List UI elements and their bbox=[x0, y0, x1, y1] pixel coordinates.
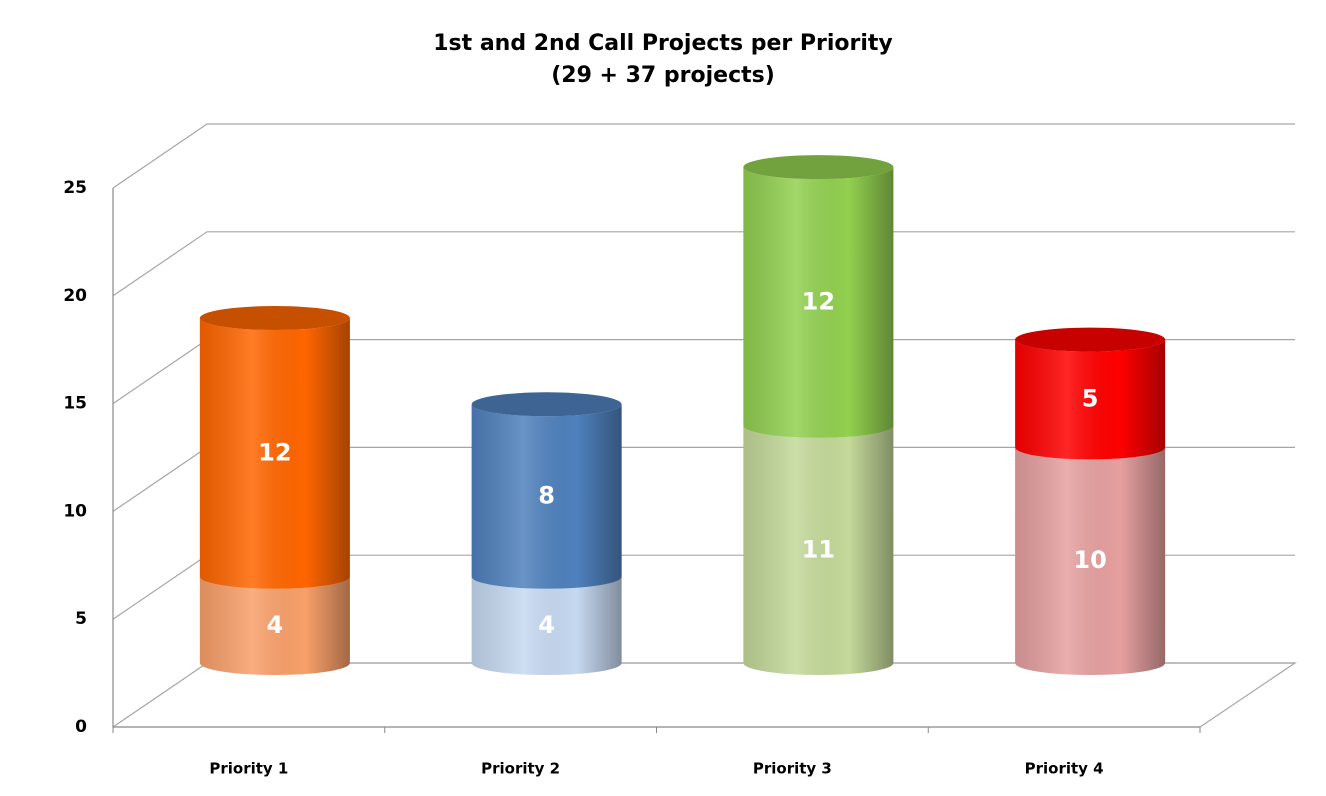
x-tick-label: Priority 1 bbox=[209, 760, 288, 778]
data-label: 4 bbox=[267, 611, 284, 639]
bar-shade bbox=[1015, 447, 1166, 675]
bar-top bbox=[1015, 327, 1166, 352]
data-label: 8 bbox=[538, 482, 555, 510]
bar-shade bbox=[471, 576, 622, 675]
bar-shade bbox=[199, 576, 350, 675]
bar-top-shade bbox=[743, 155, 894, 180]
bar-shade bbox=[743, 425, 894, 675]
bar-top bbox=[743, 155, 894, 180]
grid-line bbox=[112, 123, 1295, 189]
y-tick-label: 25 bbox=[63, 178, 87, 198]
data-label: 5 bbox=[1082, 385, 1099, 413]
y-tick-label: 15 bbox=[63, 394, 87, 414]
chart-title: 1st and 2nd Call Projects per Priority bbox=[433, 31, 893, 56]
grid-line bbox=[112, 231, 1295, 297]
y-tick-label: 5 bbox=[75, 609, 87, 629]
y-tick-label: 0 bbox=[75, 717, 87, 737]
bar-top-shade bbox=[1015, 327, 1166, 352]
y-tick-label: 10 bbox=[63, 501, 87, 521]
bar-shade bbox=[199, 318, 350, 589]
bar-top bbox=[199, 306, 350, 331]
data-label: 10 bbox=[1073, 546, 1106, 574]
y-tick-label: 20 bbox=[63, 286, 87, 306]
chart-subtitle: (29 + 37 projects) bbox=[551, 63, 775, 88]
bar-top-shade bbox=[471, 392, 622, 417]
bar-top-shade bbox=[199, 306, 350, 331]
data-label: 11 bbox=[802, 535, 835, 563]
bar-shade bbox=[743, 167, 894, 438]
x-tick-label: Priority 3 bbox=[753, 760, 832, 778]
x-tick-label: Priority 4 bbox=[1025, 760, 1104, 778]
bar-top bbox=[471, 392, 622, 417]
x-tick-label: Priority 2 bbox=[481, 760, 560, 778]
bar-shade bbox=[471, 404, 622, 589]
data-label: 4 bbox=[538, 611, 555, 639]
bar-shade bbox=[1015, 339, 1166, 460]
data-label: 12 bbox=[802, 287, 835, 315]
data-label: 12 bbox=[258, 438, 291, 466]
